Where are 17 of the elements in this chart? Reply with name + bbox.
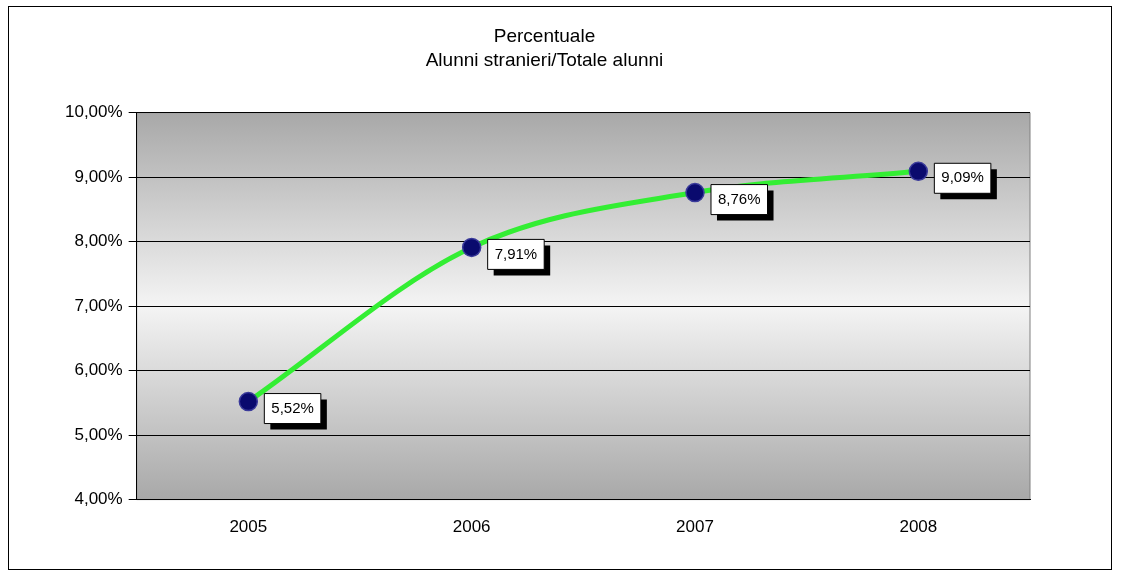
- x-tick-label: 2005: [229, 517, 268, 537]
- x-tick-label: 2006: [452, 517, 491, 537]
- data-label: 5,52%: [271, 398, 314, 416]
- data-label: 7,91%: [494, 244, 538, 262]
- chart-subtitle: Alunni stranieri/Totale alunni: [425, 49, 664, 71]
- x-tick-label: 2007: [676, 517, 714, 537]
- y-tick-label: 10,00%: [64, 102, 123, 122]
- data-label: 8,76%: [718, 189, 761, 207]
- y-tick-label: 4,00%: [74, 489, 123, 509]
- y-tick-label: 8,00%: [74, 231, 123, 251]
- chart-title: Percentuale: [493, 24, 596, 46]
- y-tick-label: 6,00%: [74, 360, 123, 380]
- y-tick-label: 5,00%: [74, 424, 123, 444]
- y-tick-label: 9,00%: [74, 166, 123, 186]
- data-label: 9,09%: [941, 168, 984, 186]
- x-tick-label: 2008: [899, 517, 938, 537]
- y-tick-label: 7,00%: [74, 295, 123, 315]
